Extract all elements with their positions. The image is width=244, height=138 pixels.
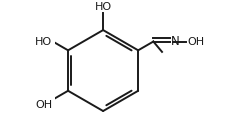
- Text: HO: HO: [35, 37, 52, 47]
- Text: N: N: [171, 35, 180, 48]
- Text: OH: OH: [187, 37, 204, 47]
- Text: HO: HO: [95, 2, 112, 12]
- Text: OH: OH: [35, 100, 52, 110]
